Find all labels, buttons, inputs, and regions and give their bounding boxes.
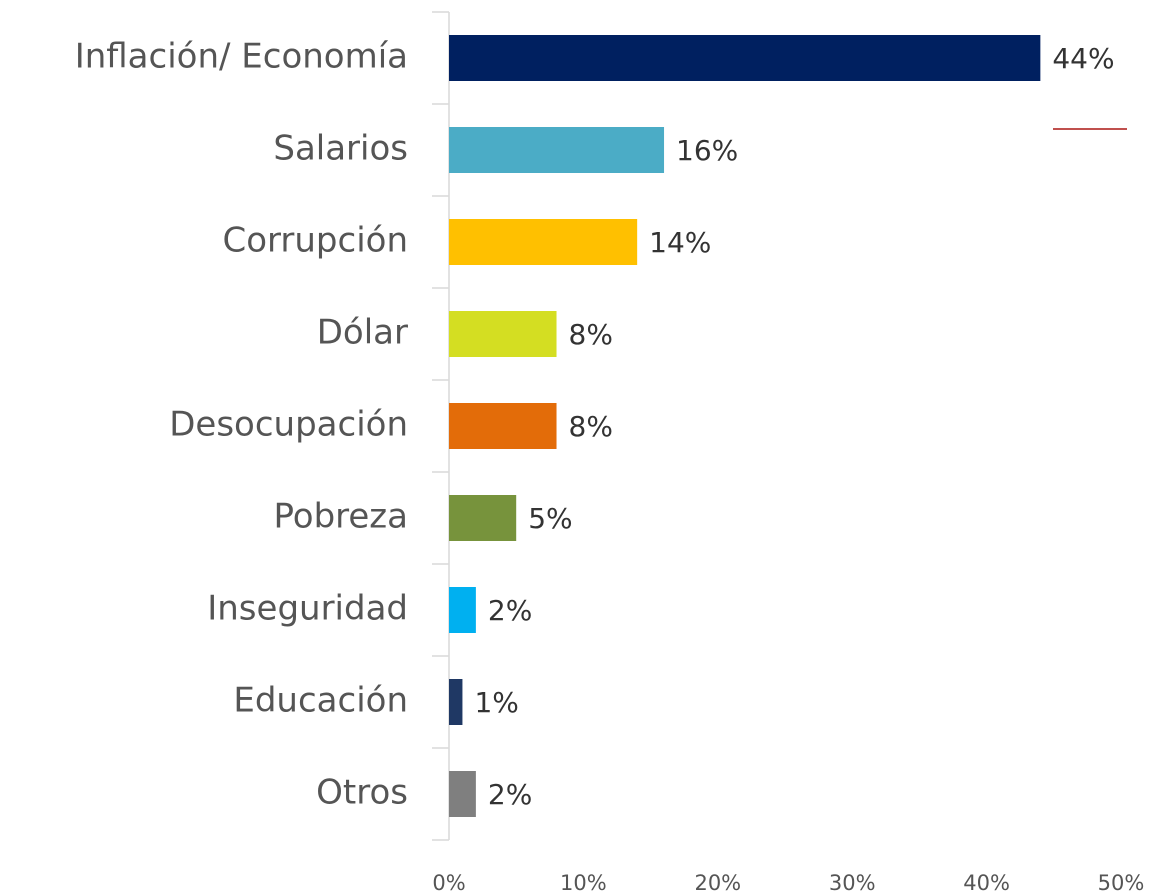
x-tick-label: 20% — [694, 871, 741, 895]
bar — [449, 771, 476, 817]
x-tick-label: 50% — [1098, 871, 1145, 895]
category-label: Salarios — [273, 129, 408, 169]
bar — [449, 311, 557, 357]
x-tick-label: 0% — [432, 871, 465, 895]
bar — [449, 127, 665, 173]
bar — [449, 587, 476, 633]
bar — [449, 219, 638, 265]
category-label: Pobreza — [273, 497, 408, 537]
bar — [449, 679, 463, 725]
x-tick-label: 30% — [829, 871, 876, 895]
category-label: Desocupación — [169, 405, 408, 445]
category-label: Inseguridad — [207, 589, 408, 629]
value-label: 16% — [676, 134, 738, 167]
value-label: 2% — [488, 594, 532, 627]
x-tick-label: 40% — [963, 871, 1010, 895]
value-label: 44% — [1052, 42, 1114, 75]
category-label: Educación — [233, 681, 408, 721]
category-label: Inflación/ Economía — [75, 37, 408, 77]
value-label: 8% — [569, 318, 613, 351]
value-label: 2% — [488, 778, 532, 811]
category-label: Dólar — [317, 313, 408, 353]
category-label: Corrupción — [222, 221, 408, 261]
category-label: Otros — [316, 773, 408, 813]
value-label: 5% — [528, 502, 572, 535]
x-tick-label: 10% — [560, 871, 607, 895]
value-label: 1% — [474, 686, 518, 719]
bar — [449, 403, 557, 449]
value-label: 8% — [569, 410, 613, 443]
bar — [449, 35, 1041, 81]
value-label: 14% — [649, 226, 711, 259]
bar — [449, 495, 517, 541]
